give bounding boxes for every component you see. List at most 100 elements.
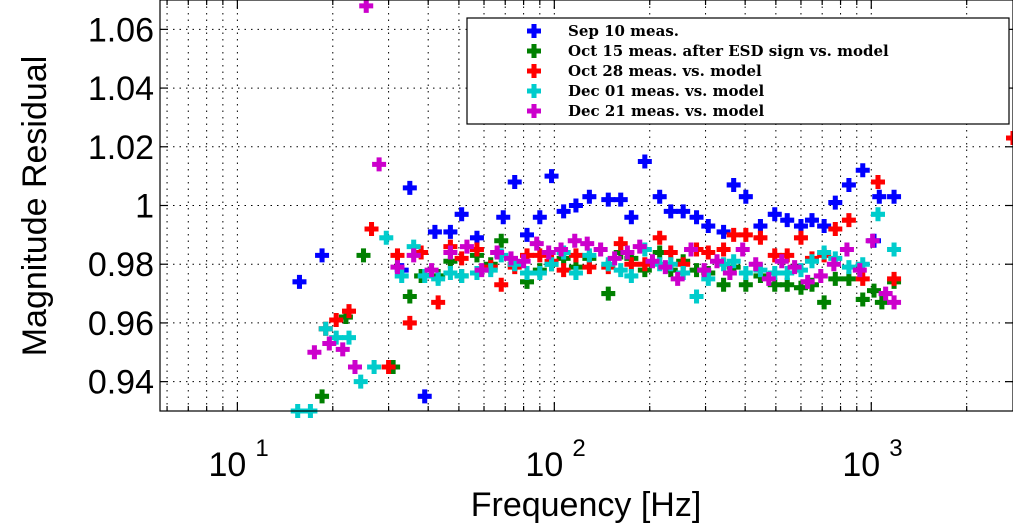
- data-point: [738, 266, 753, 281]
- y-tick-label: 1: [135, 188, 154, 226]
- legend-marker: [527, 84, 541, 98]
- data-point: [601, 257, 616, 272]
- data-point: [855, 292, 870, 307]
- data-point: [828, 221, 843, 236]
- data-point: [637, 242, 652, 257]
- data-point: [624, 268, 639, 283]
- data-point: [828, 271, 843, 286]
- data-point: [402, 289, 417, 304]
- data-point: [738, 277, 753, 292]
- data-point: [872, 189, 887, 204]
- data-point: [793, 219, 808, 234]
- data-point: [580, 236, 595, 251]
- data-point: [454, 251, 469, 266]
- legend-marker: [527, 44, 541, 58]
- data-point: [347, 359, 362, 374]
- data-point: [887, 242, 902, 257]
- data-point: [341, 330, 356, 345]
- data-point: [613, 192, 628, 207]
- data-point: [402, 315, 417, 330]
- data-point: [697, 263, 712, 278]
- data-point: [494, 233, 509, 248]
- data-point: [841, 177, 856, 192]
- data-point: [414, 245, 429, 260]
- data-point: [474, 263, 489, 278]
- data-point: [637, 257, 652, 272]
- x-tick-exponent: 3: [889, 435, 902, 462]
- data-point: [417, 268, 432, 283]
- data-point: [800, 274, 815, 289]
- data-point: [701, 245, 716, 260]
- data-point: [793, 280, 808, 295]
- data-point: [709, 254, 724, 269]
- data-point: [817, 245, 832, 260]
- data-point: [817, 219, 832, 234]
- data-point: [748, 257, 763, 272]
- data-point: [318, 321, 333, 336]
- data-point: [507, 175, 522, 190]
- data-point: [780, 277, 795, 292]
- data-point: [658, 260, 673, 275]
- data-point: [329, 312, 344, 327]
- data-point: [307, 345, 322, 360]
- data-point: [663, 245, 678, 260]
- data-point: [520, 248, 535, 263]
- data-point: [726, 254, 741, 269]
- data-point: [483, 263, 498, 278]
- data-point: [716, 224, 731, 239]
- data-point: [670, 271, 685, 286]
- data-point: [544, 169, 559, 184]
- legend-marker: [527, 64, 541, 78]
- y-tick-label: 0.98: [88, 246, 154, 284]
- data-point: [315, 248, 330, 263]
- data-point: [417, 389, 432, 404]
- legend-marker: [527, 104, 541, 118]
- data-point: [870, 175, 885, 190]
- plot-frame: [159, 0, 1013, 412]
- data-point: [841, 260, 856, 275]
- legend-entry-label: Dec 01 meas. vs. model: [568, 82, 765, 100]
- data-point: [443, 254, 458, 269]
- data-point: [767, 266, 782, 281]
- data-point: [431, 271, 446, 286]
- data-point: [652, 257, 667, 272]
- data-point: [507, 257, 522, 272]
- data-point: [329, 330, 344, 345]
- data-point: [716, 277, 731, 292]
- data-point: [459, 239, 474, 254]
- data-point: [855, 163, 870, 178]
- data-point: [652, 245, 667, 260]
- data-point: [701, 271, 716, 286]
- data-point: [637, 154, 652, 169]
- data-point: [735, 242, 750, 257]
- data-point: [315, 389, 330, 404]
- data-point: [726, 227, 741, 242]
- data-point: [722, 266, 737, 281]
- data-point: [335, 342, 350, 357]
- data-point: [701, 219, 716, 234]
- data-point: [381, 359, 396, 374]
- data-point: [582, 260, 597, 275]
- data-point: [424, 263, 439, 278]
- data-point: [793, 230, 808, 245]
- data-point: [568, 266, 583, 281]
- data-point: [716, 242, 731, 257]
- data-point: [624, 257, 639, 272]
- y-tick-label: 1.02: [88, 129, 154, 167]
- data-point: [379, 230, 394, 245]
- x-tick-exponent: 1: [255, 435, 268, 462]
- data-point: [804, 277, 819, 292]
- data-point: [767, 248, 782, 263]
- x-tick-label: 10: [842, 446, 880, 484]
- data-point: [353, 374, 368, 389]
- data-point: [532, 210, 547, 225]
- data-point: [841, 271, 856, 286]
- data-point: [390, 248, 405, 263]
- data-point: [556, 204, 571, 219]
- data-point: [494, 248, 509, 263]
- data-point: [817, 295, 832, 310]
- data-point: [338, 310, 353, 325]
- data-point: [855, 271, 870, 286]
- data-point: [887, 189, 902, 204]
